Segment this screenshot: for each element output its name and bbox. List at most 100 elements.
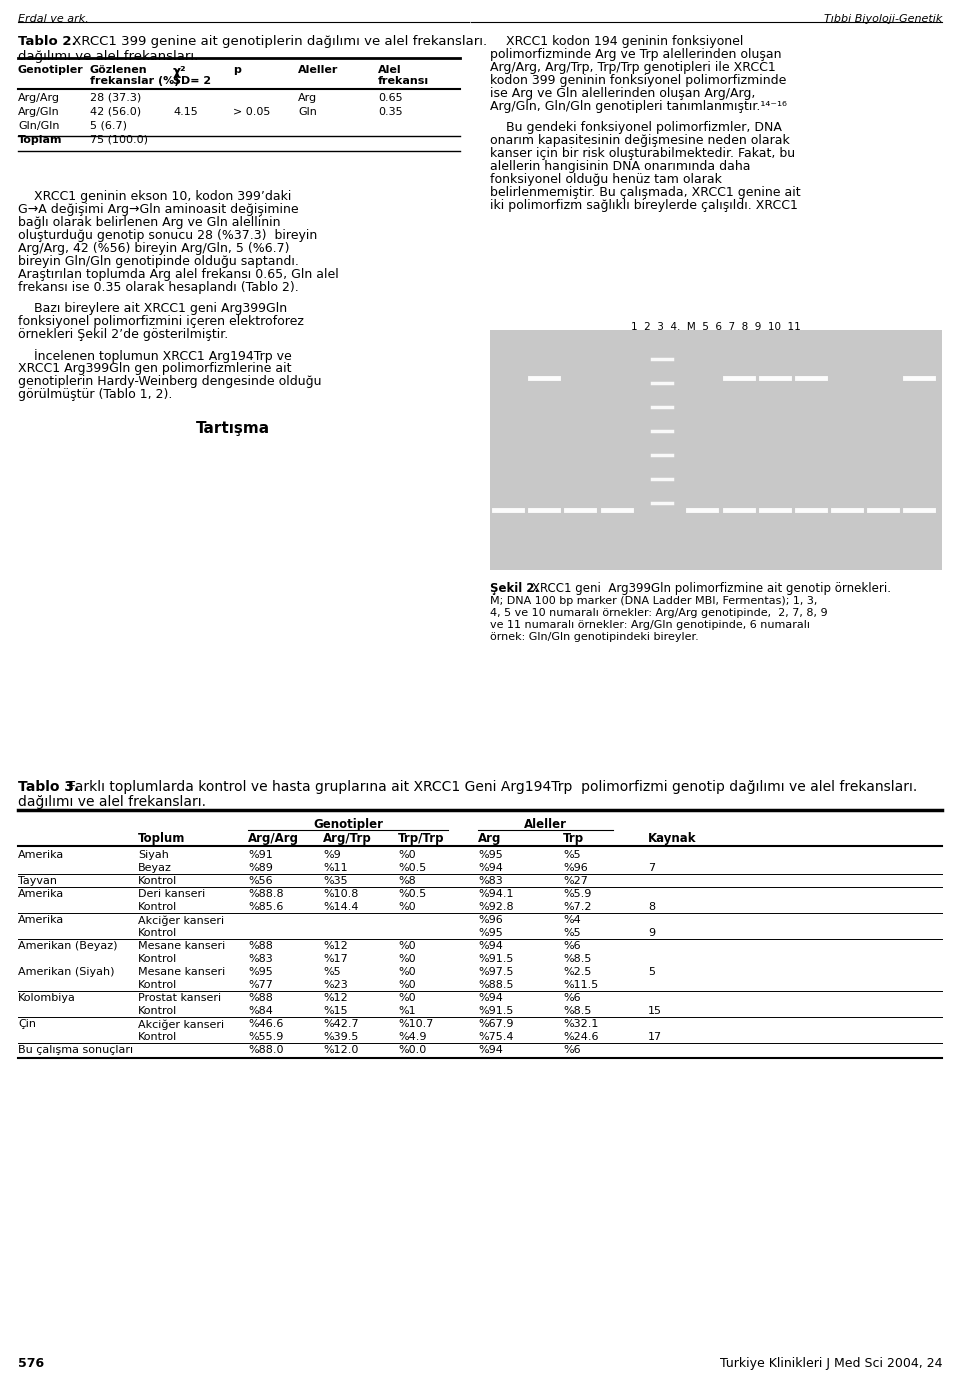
- Text: Amerika: Amerika: [18, 889, 64, 899]
- Text: %75.4: %75.4: [478, 1031, 514, 1043]
- Text: %89: %89: [248, 863, 273, 873]
- Text: Tayvan: Tayvan: [18, 876, 57, 885]
- Text: Prostat kanseri: Prostat kanseri: [138, 993, 221, 1003]
- Text: %95: %95: [478, 849, 503, 860]
- Text: > 0.05: > 0.05: [233, 108, 271, 117]
- Text: iki polimorfizm sağlıklı bireylerde çalışıldı. XRCC1: iki polimorfizm sağlıklı bireylerde çalı…: [490, 199, 798, 212]
- Text: Bu gendeki fonksiyonel polimorfizmler, DNA: Bu gendeki fonksiyonel polimorfizmler, D…: [490, 121, 781, 134]
- Text: %67.9: %67.9: [478, 1019, 514, 1029]
- Text: %9: %9: [323, 849, 341, 860]
- Text: Mesane kanseri: Mesane kanseri: [138, 940, 226, 952]
- Text: Genotipler: Genotipler: [313, 818, 383, 832]
- Text: XRCC1 Arg399Gln gen polimorfizmlerine ait: XRCC1 Arg399Gln gen polimorfizmlerine ai…: [18, 363, 292, 375]
- Text: %46.6: %46.6: [248, 1019, 283, 1029]
- Text: frekanslar (%): frekanslar (%): [90, 76, 180, 85]
- Text: belirlenmemiştir. Bu çalışmada, XRCC1 genine ait: belirlenmemiştir. Bu çalışmada, XRCC1 ge…: [490, 186, 801, 199]
- Text: Farklı toplumlarda kontrol ve hasta gruplarına ait XRCC1 Geni Arg194Trp  polimor: Farklı toplumlarda kontrol ve hasta grup…: [68, 781, 917, 794]
- Text: %6: %6: [563, 940, 581, 952]
- Text: %39.5: %39.5: [323, 1031, 358, 1043]
- Text: Tartışma: Tartışma: [196, 421, 270, 436]
- Text: Gözlenen: Gözlenen: [90, 65, 148, 74]
- Text: %11: %11: [323, 863, 348, 873]
- Text: 0.35: 0.35: [378, 108, 402, 117]
- Text: 28 (37.3): 28 (37.3): [90, 92, 141, 103]
- Text: %4: %4: [563, 916, 581, 925]
- Text: Gln/Gln: Gln/Gln: [18, 121, 60, 131]
- Text: %24.6: %24.6: [563, 1031, 598, 1043]
- Text: %10.8: %10.8: [323, 889, 358, 899]
- Text: 4.15: 4.15: [173, 108, 198, 117]
- Text: kodon 399 geninin fonksiyonel polimorfizminde: kodon 399 geninin fonksiyonel polimorfiz…: [490, 74, 786, 87]
- Text: dağılımı ve alel frekansları.: dağılımı ve alel frekansları.: [18, 50, 199, 63]
- Text: %0: %0: [398, 980, 416, 990]
- Text: %96: %96: [478, 916, 503, 925]
- Text: Trp/Trp: Trp/Trp: [398, 832, 444, 845]
- Text: 5: 5: [648, 967, 655, 976]
- Text: ve 11 numaralı örnekler: Arg/Gln genotipinde, 6 numaralı: ve 11 numaralı örnekler: Arg/Gln genotip…: [490, 621, 810, 630]
- Text: %32.1: %32.1: [563, 1019, 598, 1029]
- Text: SD= 2: SD= 2: [173, 76, 211, 85]
- Text: %0: %0: [398, 849, 416, 860]
- Text: Alel: Alel: [378, 65, 401, 74]
- Text: %8.5: %8.5: [563, 954, 591, 964]
- Text: %94.1: %94.1: [478, 889, 514, 899]
- Text: %88.8: %88.8: [248, 889, 283, 899]
- Text: Kolombiya: Kolombiya: [18, 993, 76, 1003]
- Text: Aleller: Aleller: [524, 818, 567, 832]
- Text: Kontrol: Kontrol: [138, 1007, 178, 1016]
- Text: fonksiyonel polimorfizmini içeren elektroforez: fonksiyonel polimorfizmini içeren elektr…: [18, 314, 304, 328]
- Text: Gln: Gln: [298, 108, 317, 117]
- Text: 9: 9: [648, 928, 655, 938]
- Text: alellerin hangisinin DNA onarımında daha: alellerin hangisinin DNA onarımında daha: [490, 160, 751, 172]
- Text: %0: %0: [398, 967, 416, 976]
- Text: Tablo 3.: Tablo 3.: [18, 781, 80, 794]
- Text: Arg/Trp: Arg/Trp: [323, 832, 372, 845]
- Text: %95: %95: [248, 967, 273, 976]
- Text: %27: %27: [563, 876, 588, 885]
- Text: %35: %35: [323, 876, 348, 885]
- Text: 1  2  3  4.  M  5  6  7  8  9  10  11: 1 2 3 4. M 5 6 7 8 9 10 11: [631, 323, 801, 332]
- Text: Arg/Gln, Gln/Gln genotipleri tanımlanmıştır.¹⁴⁻¹⁶: Arg/Gln, Gln/Gln genotipleri tanımlanmış…: [490, 101, 787, 113]
- Text: %0: %0: [398, 902, 416, 912]
- Text: görülmüştür (Tablo 1, 2).: görülmüştür (Tablo 1, 2).: [18, 387, 173, 401]
- Text: %1: %1: [398, 1007, 416, 1016]
- Text: Amerika: Amerika: [18, 849, 64, 860]
- Text: Arg: Arg: [298, 92, 317, 103]
- Text: 5 (6.7): 5 (6.7): [90, 121, 127, 131]
- Text: p: p: [233, 65, 241, 74]
- Text: bireyin Gln/Gln genotipinde olduğu saptandı.: bireyin Gln/Gln genotipinde olduğu sapta…: [18, 255, 299, 268]
- Text: %6: %6: [563, 993, 581, 1003]
- Text: %91.5: %91.5: [478, 954, 514, 964]
- Text: %2.5: %2.5: [563, 967, 591, 976]
- Text: %94: %94: [478, 993, 503, 1003]
- Text: Kontrol: Kontrol: [138, 928, 178, 938]
- Text: %8: %8: [398, 876, 416, 885]
- Text: %94: %94: [478, 863, 503, 873]
- Text: %0: %0: [398, 954, 416, 964]
- Text: %42.7: %42.7: [323, 1019, 359, 1029]
- Text: G→A değişimi Arg→Gln aminoasit değişimine: G→A değişimi Arg→Gln aminoasit değişimin…: [18, 203, 299, 217]
- Text: Kaynak: Kaynak: [648, 832, 697, 845]
- Text: Turkiye Klinikleri J Med Sci 2004, 24: Turkiye Klinikleri J Med Sci 2004, 24: [719, 1357, 942, 1369]
- Text: fonksiyonel olduğu henüz tam olarak: fonksiyonel olduğu henüz tam olarak: [490, 172, 722, 186]
- Text: Genotipler: Genotipler: [18, 65, 84, 74]
- Text: Arg/Arg, 42 (%56) bireyin Arg/Gln, 5 (%6.7): Arg/Arg, 42 (%56) bireyin Arg/Gln, 5 (%6…: [18, 241, 290, 255]
- Text: Arg/Arg: Arg/Arg: [248, 832, 299, 845]
- Text: XRCC1 geni  Arg399Gln polimorfizmine ait genotip örnekleri.: XRCC1 geni Arg399Gln polimorfizmine ait …: [532, 582, 891, 594]
- Text: %96: %96: [563, 863, 588, 873]
- Text: %77: %77: [248, 980, 273, 990]
- Text: %91: %91: [248, 849, 273, 860]
- Text: %94: %94: [478, 1045, 503, 1055]
- Text: %17: %17: [323, 954, 348, 964]
- Text: kanser için bir risk oluşturabilmektedir. Fakat, bu: kanser için bir risk oluşturabilmektedir…: [490, 148, 795, 160]
- Text: M; DNA 100 bp marker (DNA Ladder MBI, Fermentas); 1, 3,: M; DNA 100 bp marker (DNA Ladder MBI, Fe…: [490, 596, 817, 605]
- Text: %14.4: %14.4: [323, 902, 358, 912]
- Text: %88: %88: [248, 993, 273, 1003]
- Text: %4.9: %4.9: [398, 1031, 426, 1043]
- Text: 4, 5 ve 10 numaralı örnekler: Arg/Arg genotipinde,  2, 7, 8, 9: 4, 5 ve 10 numaralı örnekler: Arg/Arg ge…: [490, 608, 828, 618]
- Text: genotiplerin Hardy-Weinberg dengesinde olduğu: genotiplerin Hardy-Weinberg dengesinde o…: [18, 375, 322, 387]
- Text: Arg: Arg: [478, 832, 501, 845]
- Text: %88: %88: [248, 940, 273, 952]
- Text: %23: %23: [323, 980, 348, 990]
- Text: %12: %12: [323, 993, 348, 1003]
